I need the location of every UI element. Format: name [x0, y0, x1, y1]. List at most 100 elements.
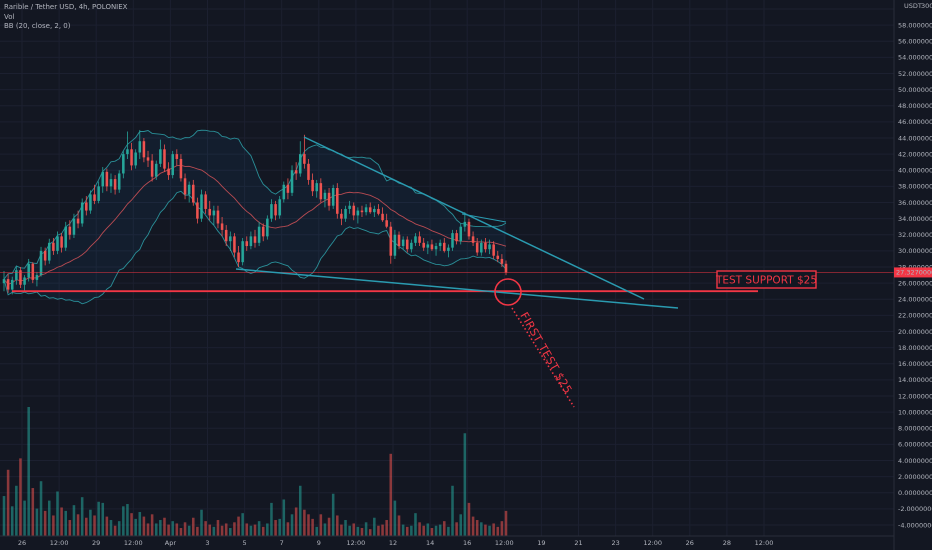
candlesticks [2, 129, 508, 295]
candle [93, 184, 96, 205]
candle [266, 215, 269, 240]
candle [117, 170, 121, 193]
candle [183, 173, 187, 200]
volume-bar [204, 521, 207, 536]
candle [311, 173, 314, 197]
candle [319, 178, 323, 203]
candle [150, 154, 154, 182]
volume-bar [364, 522, 368, 536]
candle [298, 141, 302, 177]
time-tick-label: 7 [280, 539, 284, 547]
volume-bar [484, 524, 487, 536]
candle [122, 150, 125, 179]
volume-bar [47, 500, 51, 536]
symbol-line[interactable]: Rarible / Tether USD, 4h, POLONIEX [4, 3, 128, 11]
volume-bar [414, 513, 417, 536]
time-tick-label: 14 [426, 539, 434, 547]
candle [356, 207, 360, 224]
bb-indicator-label[interactable]: BB (20, close, 2, 0) [4, 22, 71, 30]
candle [2, 271, 6, 292]
volume-bar [109, 520, 113, 536]
volume-bar [101, 502, 105, 536]
candle [447, 244, 450, 258]
volume-bar [331, 493, 335, 536]
lower-trendline[interactable] [235, 268, 679, 309]
candle [418, 231, 421, 247]
volume-bar [340, 524, 343, 536]
candle [233, 233, 236, 258]
candle [373, 205, 376, 218]
candle [113, 175, 117, 195]
candle [101, 167, 105, 193]
volume-bar [327, 517, 331, 536]
volume-indicator-label[interactable]: Vol [4, 12, 15, 21]
candle [360, 205, 364, 218]
time-tick-label: 21 [574, 539, 582, 547]
volume-bar [422, 525, 425, 536]
candle [134, 149, 137, 169]
time-tick-label: 12:00 [755, 539, 774, 547]
volume-bar [352, 523, 356, 536]
candle [15, 267, 18, 285]
candle [410, 239, 413, 253]
volume-bar [27, 406, 30, 536]
candle [19, 267, 22, 288]
candle [224, 225, 228, 247]
volume-bar [336, 515, 339, 536]
volume-bar [323, 523, 327, 536]
volume-bar [393, 500, 397, 536]
upper-trend-extension [461, 213, 507, 223]
volume-bar [434, 525, 438, 536]
candle [443, 237, 446, 253]
candle [385, 213, 388, 229]
chart-grid [0, 0, 894, 536]
upper-trendline[interactable] [303, 136, 645, 300]
volume-bar [212, 526, 216, 536]
volume-bar [278, 518, 281, 536]
support-label-box[interactable]: TEST SUPPORT $25 [715, 270, 817, 289]
volume-bar [385, 520, 388, 536]
time-axis[interactable]: 26 12:00 29 12:00 Apr 3 5 7 9 12:00 12 14 16 12:00 19 2… [0, 535, 894, 547]
candle [484, 237, 487, 253]
volume-bar [249, 525, 253, 536]
volume-bar [43, 510, 47, 536]
candle [39, 246, 43, 277]
volume-bar [467, 502, 471, 536]
first-test-label-group[interactable]: FIRST TEST $25 [517, 310, 574, 396]
volume-bar [105, 516, 109, 536]
candle [97, 181, 100, 204]
candle [179, 154, 183, 182]
volume-bar [122, 506, 125, 536]
volume-bar [15, 485, 18, 536]
candle [368, 202, 372, 214]
candle [475, 237, 479, 256]
candle [85, 196, 88, 216]
candle [397, 231, 401, 250]
test-circle[interactable] [494, 278, 522, 306]
volume-bar [229, 528, 232, 536]
volume-bar [455, 522, 458, 536]
candle [249, 231, 253, 250]
volume-bar [418, 522, 421, 536]
volume-bar [303, 509, 306, 536]
volume-bar [117, 521, 121, 536]
volume-bar [224, 523, 228, 536]
volume-bar [459, 514, 463, 536]
volume-bar [348, 525, 351, 536]
candle [163, 144, 166, 172]
volume-bar [80, 497, 84, 536]
candle [294, 162, 298, 180]
candle [364, 204, 368, 216]
volume-bar [6, 469, 10, 536]
